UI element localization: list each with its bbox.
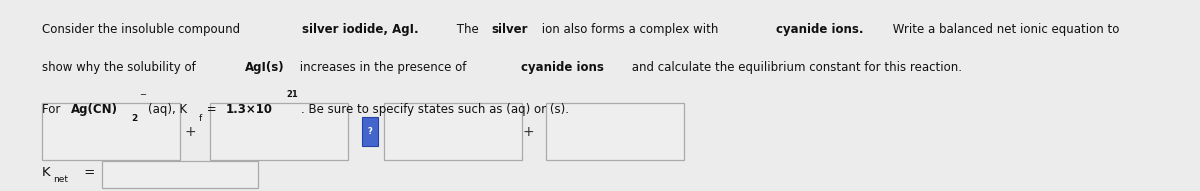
Text: ion also forms a complex with: ion also forms a complex with xyxy=(538,23,722,36)
FancyBboxPatch shape xyxy=(546,103,684,160)
Text: ?: ? xyxy=(368,127,372,136)
Text: Write a balanced net ionic equation to: Write a balanced net ionic equation to xyxy=(889,23,1118,36)
Text: and calculate the equilibrium constant for this reaction.: and calculate the equilibrium constant f… xyxy=(628,61,962,74)
Text: silver iodide, AgI.: silver iodide, AgI. xyxy=(302,23,419,36)
Text: cyanide ions: cyanide ions xyxy=(521,61,604,74)
Text: f: f xyxy=(199,114,202,123)
Text: +: + xyxy=(185,125,197,139)
FancyBboxPatch shape xyxy=(384,103,522,160)
Text: The: The xyxy=(452,23,482,36)
FancyBboxPatch shape xyxy=(210,103,348,160)
Text: show why the solubility of: show why the solubility of xyxy=(42,61,199,74)
Text: =: = xyxy=(203,103,221,116)
Text: AgI(s): AgI(s) xyxy=(245,61,284,74)
Text: 21: 21 xyxy=(286,90,298,99)
Text: 1.3×10: 1.3×10 xyxy=(226,103,272,116)
Text: +: + xyxy=(522,125,534,139)
Text: silver: silver xyxy=(491,23,528,36)
FancyBboxPatch shape xyxy=(362,117,378,146)
Text: −: − xyxy=(139,90,146,99)
Text: Ag(CN): Ag(CN) xyxy=(71,103,118,116)
Text: 2: 2 xyxy=(131,114,138,123)
Text: Consider the insoluble compound: Consider the insoluble compound xyxy=(42,23,244,36)
Text: increases in the presence of: increases in the presence of xyxy=(296,61,470,74)
FancyBboxPatch shape xyxy=(102,161,258,188)
Text: net: net xyxy=(53,175,68,184)
Text: (aq), K: (aq), K xyxy=(149,103,187,116)
FancyBboxPatch shape xyxy=(42,103,180,160)
Text: =: = xyxy=(79,166,95,179)
Text: . Be sure to specify states such as (aq) or (s).: . Be sure to specify states such as (aq)… xyxy=(301,103,569,116)
Text: cyanide ions.: cyanide ions. xyxy=(775,23,863,36)
Text: For: For xyxy=(42,103,64,116)
Text: K: K xyxy=(42,166,50,179)
